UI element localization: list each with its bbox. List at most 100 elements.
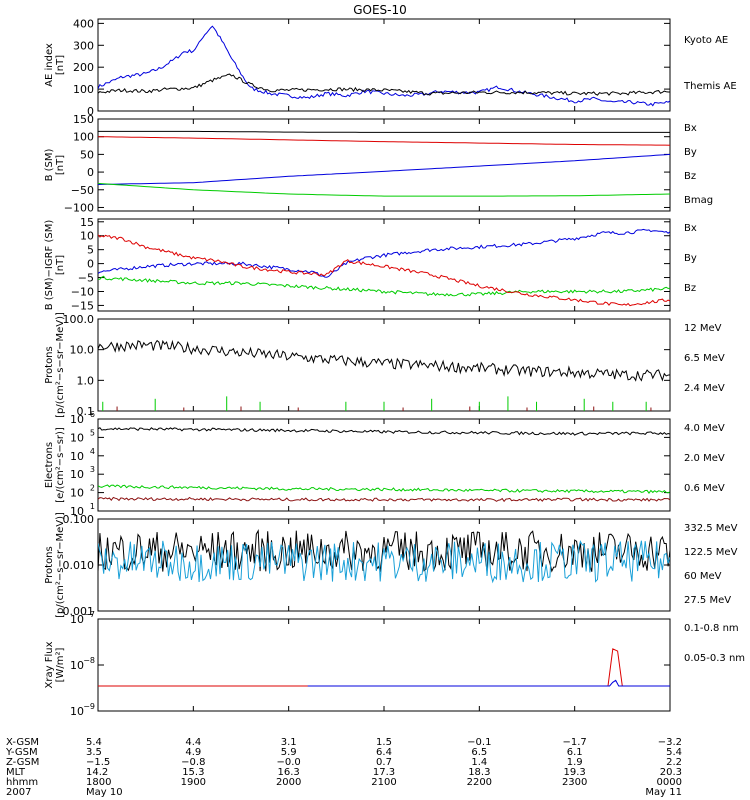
series-2-0-MeV: [98, 484, 670, 494]
series-Themis-AE: [98, 73, 670, 96]
legend-label: Bx: [684, 123, 697, 134]
y-tick-label: 10 −9: [70, 702, 95, 718]
y-tick-label: 0: [87, 105, 94, 118]
y-tick-label: 100: [73, 131, 94, 144]
y-tick-label: −5: [78, 272, 94, 285]
y-tick-label: 0.1: [77, 405, 95, 418]
legend-label: 6.5 MeV: [684, 353, 725, 364]
series-By: [98, 182, 670, 197]
x-axis-value: 19.3: [564, 767, 586, 778]
x-axis-value: 6.4: [376, 747, 392, 758]
series-4-0-MeV: [98, 496, 670, 503]
y-tick-label: 10 −7: [70, 610, 95, 626]
x-axis-value: 5.9: [281, 747, 297, 758]
series-By: [98, 275, 670, 297]
panel-frame: [97, 618, 671, 712]
y-tick-label: 50: [80, 148, 94, 161]
x-axis-value: 16.3: [278, 767, 300, 778]
y-tick-label: 1.0: [77, 374, 95, 387]
y-tick-label: −100: [64, 201, 94, 214]
y-tick-label: 10 5: [70, 428, 95, 444]
x-row-label: Y-GSM: [5, 747, 38, 758]
y-tick-label: 5: [87, 244, 94, 257]
legend-label: 2.4 MeV: [684, 383, 725, 394]
x-axis-value: −3.2: [658, 737, 682, 748]
y-axis-label: Protons: [44, 346, 55, 383]
y-axis-label: [W/m²]: [55, 647, 66, 682]
panel-frame: [97, 18, 671, 112]
x-row-label: X-GSM: [6, 737, 39, 748]
y-tick-label: 100: [73, 83, 94, 96]
x-axis-value: 2000: [276, 777, 301, 788]
y-tick-label-exp: −8: [83, 656, 95, 665]
panel-frame: [97, 318, 671, 412]
legend-label: By: [684, 147, 697, 158]
y-axis-label: B (SM)−IGRF (SM): [44, 220, 55, 311]
plot-title: GOES-10: [353, 3, 407, 17]
y-axis-label: [p/(cm²−s−sr−MeV)]: [55, 312, 66, 418]
y-tick-label-exp: −9: [83, 702, 95, 711]
legend-label: Bx: [684, 223, 697, 234]
x-axis-value: −0.8: [181, 757, 205, 768]
y-tick-label: 0: [87, 258, 94, 271]
x-axis-value: 2300: [562, 777, 587, 788]
y-axis-label: AE index: [44, 43, 55, 87]
x-row-label: Z-GSM: [6, 757, 39, 768]
x-row-label: hhmm: [6, 777, 38, 788]
series-Bz: [98, 136, 670, 146]
y-tick-label-exp: 5: [90, 428, 95, 437]
y-tick-label: 10 4: [70, 447, 95, 463]
x-axis-value: 4.9: [185, 747, 201, 758]
series-0-05-0-3-nm: [307, 679, 670, 687]
x-axis-value: 2.2: [666, 757, 682, 768]
y-tick-label-base: 10: [70, 487, 84, 500]
y-tick-label: 10: [80, 230, 94, 243]
x-row-label: 2007: [6, 787, 31, 798]
legend-label: 4.0 MeV: [684, 423, 725, 434]
x-axis-value: May 10: [86, 787, 123, 798]
y-axis-label: Electrons: [44, 442, 55, 488]
x-axis-value: 20.3: [660, 767, 682, 778]
y-axis-label: Xray Flux: [44, 641, 55, 688]
x-axis-value: 3.1: [281, 737, 297, 748]
y-tick-label-exp: 2: [90, 484, 95, 493]
legend-label: 27.5 MeV: [684, 595, 731, 606]
legend-label: 122.5 MeV: [684, 547, 738, 558]
legend-label: Bz: [684, 171, 696, 182]
y-tick-label-base: 10: [70, 659, 84, 672]
y-tick-label: 0: [87, 166, 94, 179]
y-tick-label-exp: −7: [83, 610, 95, 619]
series-Bmag: [98, 130, 670, 133]
x-axis-value: 6.5: [471, 747, 487, 758]
legend-label: 0.6 MeV: [684, 483, 725, 494]
panel-protons_low: 100.0 10.0 1.0 0.1 Protons [p/(cm²−s−sr−MeV)]…: [44, 312, 725, 418]
x-axis-value: 0000: [657, 777, 682, 788]
x-axis-value: −1.5: [86, 757, 110, 768]
y-tick-label-base: 10: [70, 505, 84, 518]
series-Bx: [98, 153, 670, 185]
legend-label: By: [684, 253, 697, 264]
y-tick-label: 0.010: [63, 559, 95, 572]
y-tick-label: 200: [73, 61, 94, 74]
legend-label: 60 MeV: [684, 571, 722, 582]
x-axis-value: 2100: [371, 777, 396, 788]
legend-label: Bz: [684, 283, 696, 294]
series-60-MeV: [98, 540, 670, 584]
y-tick-label: −10: [71, 285, 94, 298]
legend-label: Themis AE: [683, 81, 737, 92]
y-tick-label: −15: [71, 299, 94, 312]
y-tick-label: 10 1: [70, 502, 95, 518]
x-axis-value: 2200: [467, 777, 492, 788]
series-2-4-MeV: [98, 339, 670, 382]
x-axis-value: 3.5: [86, 747, 102, 758]
y-tick-label: 10 −8: [70, 656, 95, 672]
x-axis-value: 1.9: [567, 757, 583, 768]
y-axis-label: [nT]: [55, 255, 66, 275]
series-Kyoto-AE: [98, 25, 670, 107]
y-axis-label: Protons: [44, 546, 55, 583]
x-axis-table: X-GSMY-GSMZ-GSMMLThhmm20075.43.5−1.514.2…: [5, 737, 682, 798]
y-axis-label: [e/(cm²−s−sr)]: [55, 427, 66, 503]
y-tick-label: 150: [73, 113, 94, 126]
